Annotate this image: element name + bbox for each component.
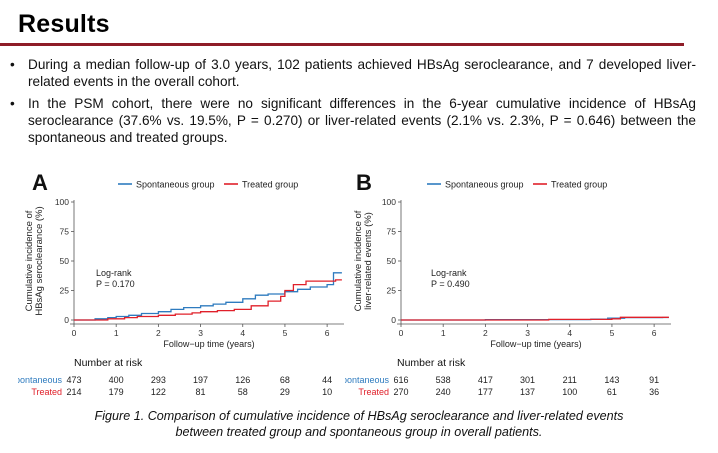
y-tick-label: 75 xyxy=(60,227,70,237)
y-tick-label: 50 xyxy=(60,256,70,266)
y-tick-label: 100 xyxy=(55,197,69,207)
risk-value: 197 xyxy=(193,375,208,385)
x-tick-label: 0 xyxy=(72,328,77,338)
y-axis-label: Cumulative incidence of xyxy=(353,210,364,311)
bullet-item: • During a median follow-up of 3.0 years,… xyxy=(6,56,696,90)
title-divider xyxy=(0,43,684,46)
risk-row-label: Treated xyxy=(358,387,389,397)
bullet-text: In the PSM cohort, there were no signifi… xyxy=(28,96,696,145)
x-axis-label: Follow−up time (years) xyxy=(163,339,254,349)
y-tick-label: 0 xyxy=(391,315,396,325)
bullet-dot: • xyxy=(10,96,15,111)
x-tick-label: 5 xyxy=(283,328,288,338)
legend-label: Treated group xyxy=(551,180,607,190)
x-tick-label: 2 xyxy=(483,328,488,338)
legend-label: Spontaneous group xyxy=(445,180,524,190)
km-curve xyxy=(401,316,669,321)
bullet-item: • In the PSM cohort, there were no signif… xyxy=(6,95,696,146)
x-tick-label: 4 xyxy=(240,328,245,338)
risk-value: 143 xyxy=(604,375,619,385)
risk-value: 473 xyxy=(66,375,81,385)
x-tick-label: 6 xyxy=(652,328,657,338)
figure-caption: Figure 1. Comparison of cumulative incid… xyxy=(0,408,718,440)
risk-value: 44 xyxy=(322,375,332,385)
slide-title: Results xyxy=(18,10,110,38)
x-axis-label: Follow−up time (years) xyxy=(490,339,581,349)
risk-value: 179 xyxy=(109,387,124,397)
km-curve xyxy=(74,279,342,321)
y-axis-label: liver-related events (%) xyxy=(363,212,374,310)
caption-line: between treated group and spontaneous gr… xyxy=(175,425,543,439)
x-tick-label: 1 xyxy=(114,328,119,338)
x-tick-label: 4 xyxy=(567,328,572,338)
km-curve xyxy=(74,272,342,321)
y-tick-label: 25 xyxy=(60,286,70,296)
y-tick-label: 75 xyxy=(387,227,397,237)
panel-label-b: B xyxy=(356,170,372,195)
risk-value: 68 xyxy=(280,375,290,385)
y-tick-label: 0 xyxy=(64,315,69,325)
bullet-dot: • xyxy=(10,57,15,72)
risk-table-title: Number at risk xyxy=(397,357,466,369)
bullet-list: • During a median follow-up of 3.0 years,… xyxy=(6,56,696,151)
x-tick-label: 5 xyxy=(610,328,615,338)
risk-value: 177 xyxy=(478,387,493,397)
risk-table-title: Number at risk xyxy=(74,357,143,369)
risk-row-label: Spontaneous xyxy=(345,375,389,385)
y-tick-label: 50 xyxy=(387,256,397,266)
risk-value: 538 xyxy=(436,375,451,385)
legend-label: Treated group xyxy=(242,180,298,190)
risk-value: 211 xyxy=(563,375,577,385)
logrank-annotation: Log-rank xyxy=(431,268,467,278)
risk-value: 301 xyxy=(520,375,535,385)
x-tick-label: 0 xyxy=(399,328,404,338)
risk-value: 122 xyxy=(151,387,166,397)
x-tick-label: 3 xyxy=(525,328,530,338)
risk-value: 126 xyxy=(235,375,250,385)
y-axis-label: Cumulative incidence of xyxy=(24,210,35,311)
risk-value: 29 xyxy=(280,387,290,397)
risk-value: 58 xyxy=(238,387,248,397)
risk-value: 293 xyxy=(151,375,166,385)
y-tick-label: 25 xyxy=(387,286,397,296)
x-tick-label: 1 xyxy=(441,328,446,338)
risk-row-label: Treated xyxy=(31,387,62,397)
caption-line: Figure 1. Comparison of cumulative incid… xyxy=(94,409,624,423)
risk-value: 270 xyxy=(393,387,408,397)
risk-value: 61 xyxy=(607,387,617,397)
risk-value: 240 xyxy=(436,387,451,397)
panel-label-a: A xyxy=(32,170,48,195)
risk-row-label: Spontaneous xyxy=(18,375,62,385)
risk-value: 137 xyxy=(520,387,535,397)
logrank-annotation: Log-rank xyxy=(96,268,132,278)
risk-value: 214 xyxy=(66,387,81,397)
bullet-text: During a median follow-up of 3.0 years, … xyxy=(28,57,696,89)
y-tick-label: 100 xyxy=(382,197,396,207)
risk-value: 400 xyxy=(109,375,124,385)
legend-label: Spontaneous group xyxy=(136,180,215,190)
chart-b: Spontaneous group Treated group0255075100… xyxy=(345,180,671,397)
risk-value: 81 xyxy=(196,387,206,397)
risk-value: 36 xyxy=(649,387,659,397)
y-axis-label: HBsAg seroclearance (%) xyxy=(34,206,45,315)
risk-value: 100 xyxy=(562,387,577,397)
chart-a: Spontaneous group Treated group0255075100… xyxy=(18,180,344,397)
x-tick-label: 2 xyxy=(156,328,161,338)
risk-value: 616 xyxy=(393,375,408,385)
risk-value: 417 xyxy=(478,375,493,385)
logrank-annotation: P = 0.490 xyxy=(431,279,470,289)
risk-value: 91 xyxy=(649,375,659,385)
x-tick-label: 3 xyxy=(198,328,203,338)
risk-value: 10 xyxy=(322,387,332,397)
x-tick-label: 6 xyxy=(325,328,330,338)
logrank-annotation: P = 0.170 xyxy=(96,279,135,289)
